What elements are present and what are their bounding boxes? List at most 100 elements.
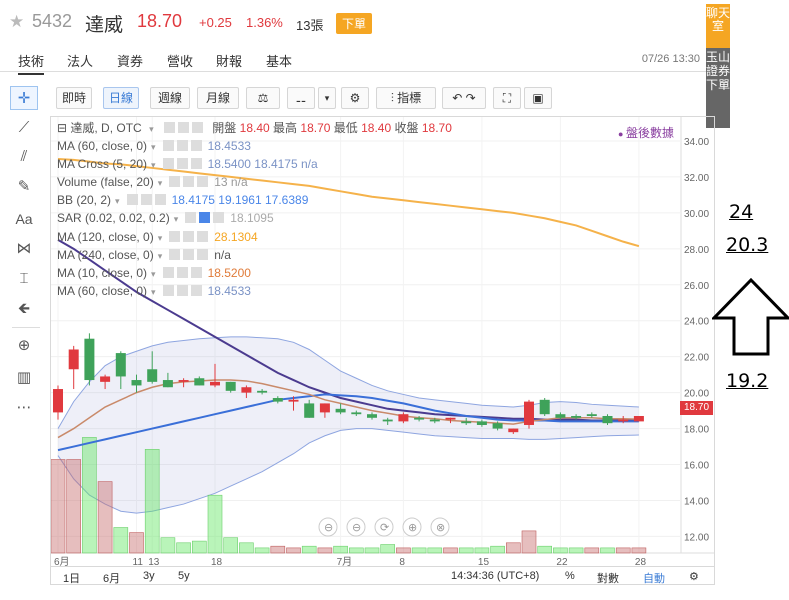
close-icon[interactable] — [190, 158, 202, 170]
eye-icon[interactable] — [126, 194, 138, 206]
brush-icon[interactable]: ✎ — [17, 178, 31, 195]
close-icon[interactable] — [197, 248, 209, 260]
close-icon[interactable] — [197, 176, 209, 188]
legend-row-value: 18.5200 — [207, 265, 251, 280]
gear-icon[interactable]: ⚙ — [689, 571, 699, 583]
volume-bar — [317, 547, 333, 554]
candle-type-icon[interactable]: ⚋ — [287, 87, 315, 109]
arrow-left-icon[interactable]: 🡸 — [17, 300, 31, 317]
range-6m[interactable]: 6月 — [103, 573, 121, 585]
eye-icon[interactable] — [169, 230, 181, 242]
legend-row[interactable]: MA (60, close, 0) ▾ 18.4533 — [57, 283, 452, 301]
legend-row[interactable]: Volume (false, 20) ▾ 13 n/a — [57, 174, 452, 192]
legend-row[interactable]: MA (60, close, 0) ▾ 18.4533 — [57, 138, 452, 156]
volume-bar — [490, 545, 505, 554]
range-1d[interactable]: 1日 — [63, 573, 81, 585]
undo-redo-icons[interactable]: ↶ ↷ — [442, 87, 486, 109]
eye-icon[interactable] — [162, 140, 174, 152]
legend-row[interactable]: MA (10, close, 0) ▾ 18.5200 — [57, 265, 452, 283]
eye-icon[interactable] — [162, 284, 174, 296]
fib-icon[interactable]: ⫽ — [20, 148, 28, 165]
order-button[interactable]: 下單 — [336, 13, 372, 34]
caret-icon[interactable]: ▾ — [151, 268, 156, 279]
eye-icon[interactable] — [169, 176, 181, 188]
range-5y[interactable]: 5y — [178, 570, 190, 582]
tab-financials[interactable]: 財報 — [216, 54, 243, 69]
pattern-icon[interactable]: ⋈ — [16, 240, 32, 257]
fullscreen-icon[interactable]: ⛶ — [493, 87, 521, 109]
monthly-button[interactable]: 月線 — [197, 87, 239, 109]
tab-margin[interactable]: 資券 — [117, 54, 144, 69]
favorite-star-icon[interactable]: ★ — [9, 12, 25, 31]
caret-icon[interactable]: ▾ — [173, 214, 179, 225]
close-icon[interactable] — [190, 140, 202, 152]
auto-toggle[interactable]: 自動 — [643, 573, 665, 585]
settings-icon[interactable] — [140, 194, 152, 206]
ruler-icon[interactable]: ▥ — [16, 369, 32, 386]
eye-icon[interactable] — [169, 248, 181, 260]
settings-icon[interactable] — [183, 176, 195, 188]
caret-icon[interactable]: ▾ — [157, 232, 163, 243]
caret-icon[interactable]: ▾ — [149, 124, 154, 134]
broker-order-button[interactable]: 玉山證券下單 — [706, 50, 731, 92]
close-icon[interactable] — [213, 212, 225, 224]
eye-icon[interactable] — [162, 158, 174, 170]
measure-icon[interactable]: ⌶ — [19, 270, 29, 287]
camera-icon[interactable]: ▣ — [524, 87, 552, 109]
text-tool-icon[interactable]: Aa — [15, 211, 33, 227]
eye-icon[interactable] — [185, 212, 197, 224]
settings-icon[interactable] — [183, 230, 195, 242]
indicators-button[interactable]: ⫶ 指標 — [376, 87, 436, 109]
tab-institutional[interactable]: 法人 — [67, 54, 94, 69]
settings-icon[interactable] — [176, 158, 188, 170]
collapse-icon[interactable]: ⊟ — [57, 121, 71, 135]
settings-icon[interactable] — [199, 212, 211, 224]
log-toggle[interactable]: 對數 — [597, 573, 619, 585]
caret-icon[interactable]: ▾ — [151, 160, 156, 171]
more-icon[interactable]: ⋯ — [16, 399, 32, 416]
price-chart[interactable]: 34.00 32.00 30.00 28.00 26.00 24.00 22.00 20.00… — [50, 116, 715, 567]
eye-icon[interactable] — [163, 122, 175, 133]
weekly-button[interactable]: 週線 — [150, 87, 190, 109]
legend-row[interactable]: MA (240, close, 0) ▾ n/a — [57, 247, 452, 265]
crosshair-icon[interactable]: ✛ — [10, 86, 38, 110]
tab-basic[interactable]: 基本 — [266, 54, 293, 69]
caret-icon[interactable]: ▾ — [157, 178, 163, 189]
close-icon[interactable] — [154, 194, 166, 206]
tab-revenue[interactable]: 營收 — [167, 54, 194, 69]
range-3y[interactable]: 3y — [143, 570, 155, 582]
volume-bar — [270, 545, 286, 554]
settings-icon[interactable] — [176, 284, 188, 296]
settings-icon[interactable] — [176, 140, 188, 152]
daily-button[interactable]: 日線 — [103, 87, 139, 109]
chatroom-button[interactable]: 聊天室 — [706, 4, 730, 48]
trendline-icon[interactable]: ⟋ — [18, 119, 30, 136]
settings-icon[interactable] — [176, 266, 188, 278]
intraday-button[interactable]: 即時 — [56, 87, 92, 109]
volume-bar — [427, 547, 443, 554]
legend-row[interactable]: MA (120, close, 0) ▾ 28.1304 — [57, 229, 452, 247]
chevron-down-icon[interactable]: ▾ — [318, 87, 336, 109]
legend-row[interactable]: SAR (0.02, 0.02, 0.2) ▾ 18.1095 — [57, 210, 452, 228]
chart-canvas[interactable]: 34.00 32.00 30.00 28.00 26.00 24.00 22.00 20.00… — [51, 117, 714, 567]
close-icon[interactable] — [197, 230, 209, 242]
tab-technical[interactable]: 技術 — [18, 51, 45, 75]
close-icon[interactable] — [190, 284, 202, 296]
eye-icon[interactable] — [162, 266, 174, 278]
settings-icon[interactable] — [183, 248, 195, 260]
caret-icon[interactable]: ▾ — [115, 196, 120, 207]
caret-icon[interactable]: ▾ — [157, 250, 163, 261]
caret-icon[interactable]: ▾ — [151, 286, 156, 297]
compare-icon[interactable]: ⚖ — [246, 87, 280, 109]
candle-body — [492, 423, 503, 429]
close-icon[interactable] — [190, 266, 202, 278]
legend-row[interactable]: MA Cross (5, 20) ▾ 18.5400 18.4175 n/a — [57, 156, 452, 174]
settings-icon[interactable] — [177, 122, 189, 133]
percent-toggle[interactable]: % — [565, 570, 575, 582]
settings-gear-icon[interactable]: ⚙ — [341, 87, 369, 109]
caret-icon[interactable]: ▾ — [151, 142, 156, 153]
zoom-in-icon[interactable]: ⊕ — [17, 337, 31, 354]
close-icon[interactable] — [191, 122, 203, 133]
after-hours-label[interactable]: ● 盤後數據 — [618, 126, 674, 140]
legend-row[interactable]: BB (20, 2) ▾ 18.4175 19.1961 17.6389 — [57, 192, 452, 210]
